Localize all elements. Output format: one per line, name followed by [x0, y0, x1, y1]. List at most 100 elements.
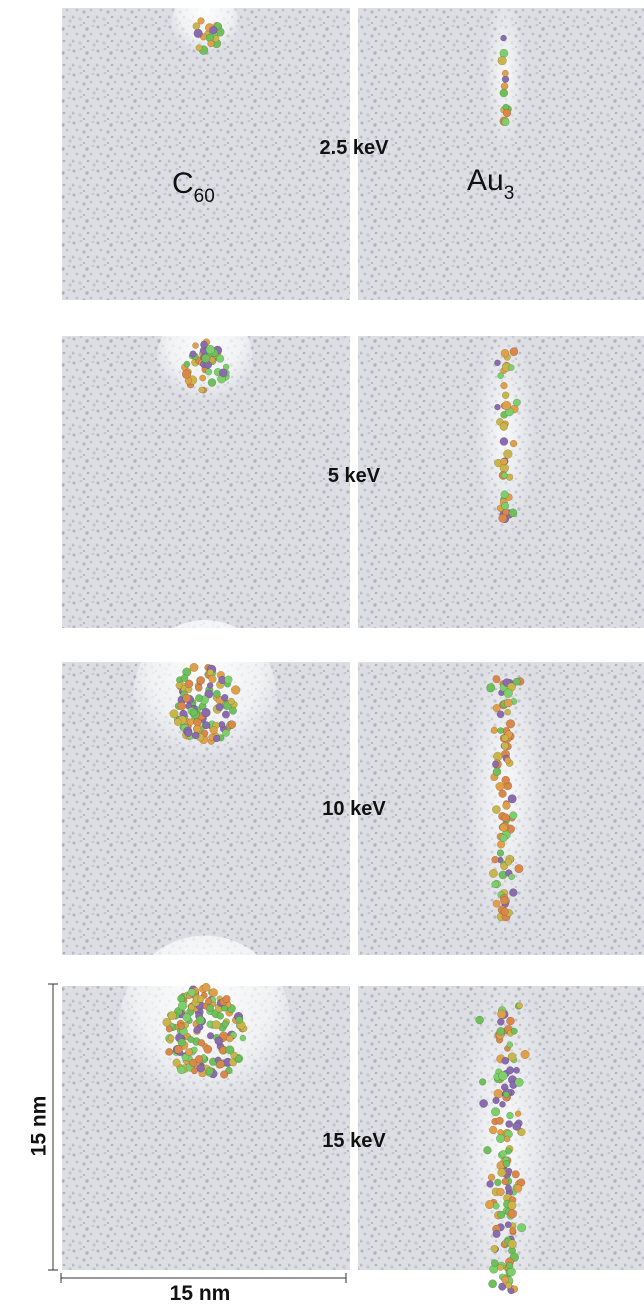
- atom: [502, 814, 510, 822]
- atom: [505, 1185, 512, 1192]
- atom: [498, 373, 504, 379]
- atom: [228, 698, 235, 705]
- label-base: C: [172, 167, 194, 200]
- atom: [489, 1126, 497, 1134]
- atom: [195, 684, 202, 691]
- atom: [222, 711, 230, 719]
- atom: [165, 1048, 172, 1055]
- panels: [62, 0, 644, 1306]
- atom: [501, 349, 509, 357]
- atom: [222, 1021, 229, 1028]
- atom: [168, 1011, 176, 1019]
- atom: [498, 56, 507, 65]
- atom: [494, 1179, 501, 1186]
- atom: [517, 1223, 526, 1232]
- atom: [213, 690, 220, 697]
- page: {"labels": {"left": {"base": "C", "sub":…: [0, 0, 644, 1306]
- atom: [506, 1112, 513, 1119]
- atom: [221, 694, 228, 701]
- atom: [207, 669, 214, 676]
- atom: [497, 1027, 505, 1035]
- atom: [497, 1188, 505, 1196]
- atom: [505, 1222, 511, 1228]
- atom: [190, 709, 197, 716]
- atom: [204, 1045, 212, 1053]
- atom: [195, 1055, 203, 1063]
- atom: [502, 118, 510, 126]
- atom: [502, 76, 509, 83]
- atom: [510, 348, 518, 356]
- atom: [492, 761, 499, 768]
- atom: [185, 680, 193, 688]
- energy-label: 5 keV: [328, 465, 381, 487]
- atom: [498, 727, 504, 733]
- atom: [501, 472, 507, 478]
- atom: [215, 1037, 223, 1045]
- atom: [506, 1017, 514, 1025]
- atom: [497, 1264, 503, 1270]
- atom: [493, 1230, 501, 1238]
- atom: [505, 709, 511, 715]
- atom: [194, 725, 201, 732]
- atom: [493, 768, 501, 776]
- atom: [489, 869, 497, 877]
- atom: [178, 1001, 187, 1010]
- atom: [217, 1013, 224, 1020]
- atom: [505, 859, 512, 866]
- atom: [500, 896, 508, 904]
- atom: [491, 1259, 498, 1266]
- atom: [226, 1046, 234, 1054]
- atom: [191, 1068, 197, 1074]
- atom: [188, 1036, 195, 1043]
- atom: [501, 35, 507, 41]
- atom: [500, 824, 508, 832]
- atom: [205, 998, 211, 1004]
- atom: [207, 1005, 214, 1012]
- atom: [166, 1026, 172, 1032]
- atom: [513, 399, 520, 406]
- atom: [202, 983, 210, 991]
- vertical-scale-label: 15 nm: [28, 1096, 51, 1157]
- atom: [192, 342, 198, 348]
- atom: [511, 1028, 517, 1034]
- atom: [199, 387, 205, 393]
- atom: [494, 1089, 503, 1098]
- atom: [513, 678, 520, 685]
- atom: [499, 790, 507, 798]
- atom: [194, 29, 203, 38]
- atom: [197, 995, 204, 1002]
- atom: [500, 458, 507, 465]
- atom: [502, 70, 508, 76]
- atom: [219, 369, 227, 377]
- atom: [195, 694, 202, 701]
- atom: [515, 864, 524, 873]
- atom: [507, 1042, 513, 1048]
- atom: [496, 782, 504, 790]
- atom: [496, 1117, 504, 1125]
- atom: [488, 1280, 496, 1288]
- atom: [509, 509, 517, 517]
- atom: [479, 1078, 486, 1085]
- atom: [193, 23, 200, 30]
- atom: [208, 40, 215, 47]
- atom: [514, 1184, 522, 1192]
- atom: [203, 722, 210, 729]
- atom: [185, 1048, 192, 1055]
- atom: [503, 1091, 509, 1097]
- atom: [216, 704, 223, 711]
- atom: [502, 1178, 509, 1185]
- atom: [506, 720, 515, 729]
- atom: [506, 1262, 513, 1269]
- atom: [513, 1067, 519, 1073]
- atom: [500, 437, 508, 445]
- atom: [212, 1021, 220, 1029]
- atom: [207, 1032, 214, 1039]
- crater: [119, 936, 292, 1123]
- atom: [502, 392, 509, 399]
- atom: [509, 889, 517, 897]
- atom: [198, 1039, 205, 1046]
- atom: [509, 812, 517, 820]
- atom: [503, 802, 511, 810]
- atom: [187, 719, 194, 726]
- atom: [515, 1078, 524, 1087]
